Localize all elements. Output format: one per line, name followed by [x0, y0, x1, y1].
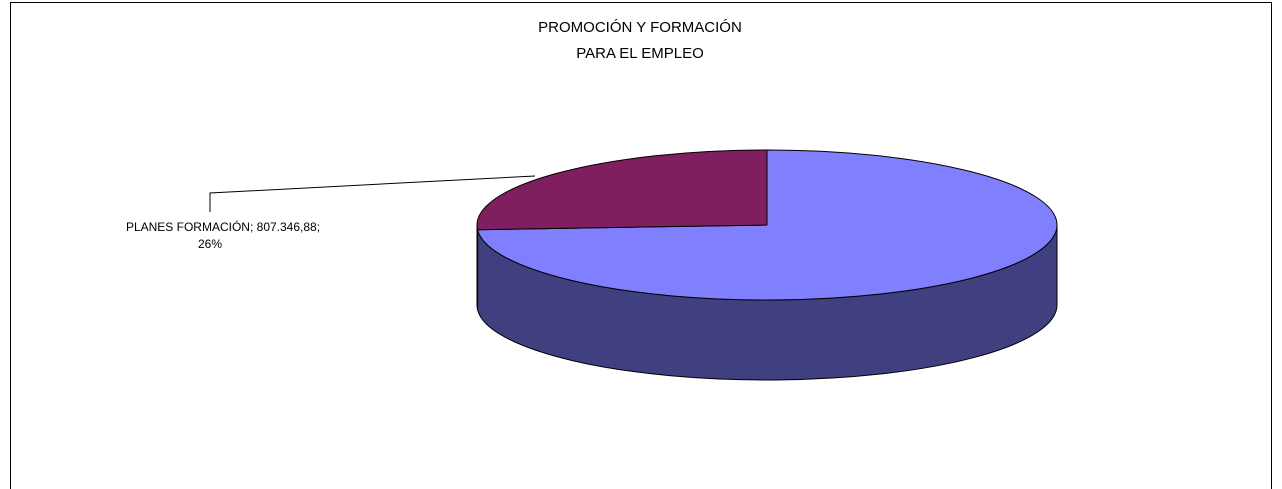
slice	[476, 149, 768, 231]
label-sep: ;	[317, 220, 320, 234]
pie	[476, 149, 1058, 381]
label-sep: ;	[250, 220, 257, 234]
slice-side	[476, 224, 479, 310]
leader-line	[209, 175, 536, 212]
data-label: 26%	[198, 237, 222, 251]
chart-title: PROMOCIÓN Y FORMACIÓN	[538, 19, 742, 36]
label-category: PLANES FORMACIÓN	[126, 219, 250, 234]
data-label: PLANES FORMACIÓN; 807.346,88;	[126, 219, 320, 234]
label-amount: 807.346,88	[257, 220, 317, 234]
chart-title: PARA EL EMPLEO	[576, 45, 704, 62]
